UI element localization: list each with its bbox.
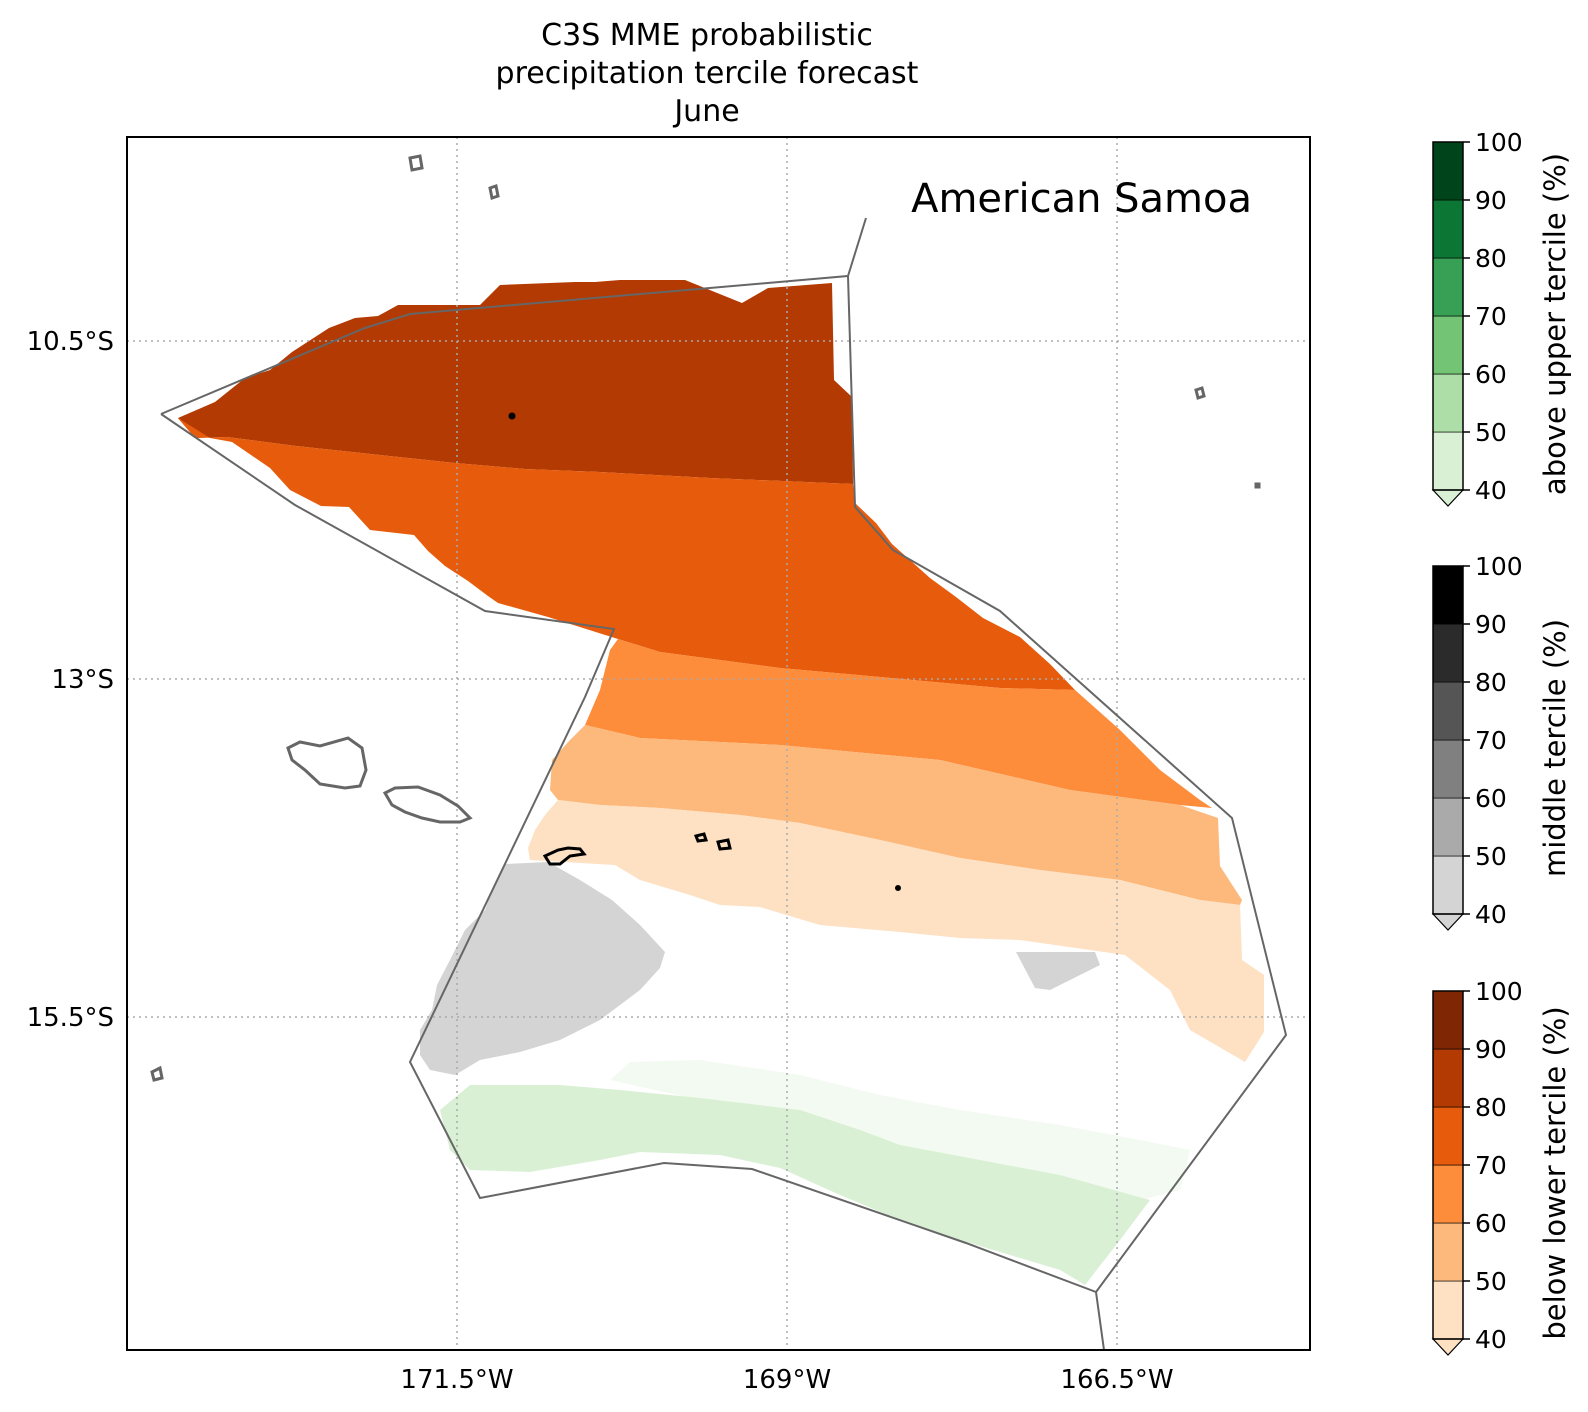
colorbar-tick-label: 100 xyxy=(1475,128,1523,157)
colorbar-extend-triangle xyxy=(1431,489,1465,507)
lat-tick-labels: 10.5°S 13°S 15.5°S xyxy=(27,327,114,1033)
colorbar-tick-label: 60 xyxy=(1475,1209,1507,1238)
island-swains xyxy=(508,412,516,420)
colorbar-segment xyxy=(1432,990,1464,1050)
colorbar-segment xyxy=(1432,797,1464,857)
lat-tick-label: 10.5°S xyxy=(27,327,114,357)
colorbar-segment xyxy=(1432,315,1464,375)
lat-tick-label: 15.5°S xyxy=(27,1003,114,1033)
title-line-1: C3S MME probabilistic xyxy=(541,18,873,53)
colorbar-label: middle tercile (%) xyxy=(1538,619,1572,877)
colorbar-tick-label: 40 xyxy=(1475,900,1507,929)
colorbar-tick-label: 70 xyxy=(1475,1151,1507,1180)
lon-tick-label: 169°W xyxy=(743,1365,831,1395)
colorbar-segment xyxy=(1432,565,1464,625)
forecast-field xyxy=(178,280,1264,1285)
colorbar-tick-label: 70 xyxy=(1475,302,1507,331)
colorbar-tick-label: 90 xyxy=(1475,186,1507,215)
lon-tick-labels: 171.5°W 169°W 166.5°W xyxy=(400,1365,1173,1395)
title-line-2: precipitation tercile forecast xyxy=(496,56,919,91)
colorbar-tick-label: 60 xyxy=(1475,360,1507,389)
colorbar-segment xyxy=(1432,431,1464,491)
colorbar-segment xyxy=(1432,623,1464,683)
island-rose xyxy=(895,885,901,891)
colorbar-tick-label: 90 xyxy=(1475,610,1507,639)
colorbar-tick-label: 50 xyxy=(1475,842,1507,871)
colorbar-tick-label: 50 xyxy=(1475,418,1507,447)
island-west-1 xyxy=(150,1065,164,1082)
island-ofu xyxy=(693,832,709,843)
lat-tick-label: 13°S xyxy=(51,665,114,695)
lon-tick-label: 171.5°W xyxy=(400,1365,513,1395)
colorbar-tick-label: 80 xyxy=(1475,244,1507,273)
colorbar-segment xyxy=(1432,739,1464,799)
map-panel: American Samoa 171.5°W 169°W 166.5°W 10.… xyxy=(27,136,1311,1395)
colorbar-tick-label: 70 xyxy=(1475,726,1507,755)
colorbar-segment xyxy=(1432,1164,1464,1224)
eez-boundary xyxy=(160,217,1288,1350)
island-tau xyxy=(716,838,732,851)
colorbar-segment xyxy=(1432,1048,1464,1108)
coastline-samoa xyxy=(150,154,1261,1082)
colorbar-tick-label: 80 xyxy=(1475,668,1507,697)
map-frame xyxy=(126,136,1311,1351)
colorbar: 40 50 60 70 80 90 100 middle tercile (%) xyxy=(1431,552,1572,931)
colorbar-segment xyxy=(1432,141,1464,201)
region-label: American Samoa xyxy=(911,176,1252,222)
colorbar-segment xyxy=(1432,1222,1464,1282)
island-savaii xyxy=(286,736,368,790)
colorbar-tick-label: 50 xyxy=(1475,1267,1507,1296)
below-40-50-region xyxy=(528,800,1264,1062)
colorbar-tick-label: 90 xyxy=(1475,1035,1507,1064)
colorbar-label: below lower tercile (%) xyxy=(1538,1006,1572,1339)
colorbar-segment xyxy=(1432,1280,1464,1340)
colorbar-extend-triangle xyxy=(1431,1338,1465,1356)
island-east-1 xyxy=(1194,386,1206,400)
colorbar-tick-label: 100 xyxy=(1475,552,1523,581)
colorbar-extend-triangle xyxy=(1431,913,1465,931)
colorbar-segment xyxy=(1432,855,1464,915)
island-north-2 xyxy=(488,184,500,200)
colorbar-tick-label: 60 xyxy=(1475,784,1507,813)
colorbar-segment xyxy=(1432,373,1464,433)
island-east-2 xyxy=(1254,482,1261,489)
lon-tick-label: 166.5°W xyxy=(1060,1365,1173,1395)
island-tutuila xyxy=(542,846,587,866)
title-line-3: June xyxy=(672,94,739,129)
below-80-90-region xyxy=(178,280,853,484)
colorbar-tick-label: 40 xyxy=(1475,1325,1507,1354)
island-north-1 xyxy=(408,154,424,172)
middle-40-50-region-east xyxy=(1016,952,1100,990)
colorbar-tick-label: 100 xyxy=(1475,977,1523,1006)
colorbar-segment xyxy=(1432,257,1464,317)
colorbar-segment xyxy=(1432,199,1464,259)
colorbar-tick-label: 40 xyxy=(1475,476,1507,505)
above-40-50-region-core xyxy=(440,1085,1150,1285)
colorbar-segment xyxy=(1432,1106,1464,1166)
colorbar-segment xyxy=(1432,681,1464,741)
colorbar: 40 50 60 70 80 90 100 below lower tercile (%) xyxy=(1431,977,1572,1356)
below-60-70-region xyxy=(585,639,1212,808)
below-50-60-region xyxy=(550,725,1242,905)
coastline-american-samoa xyxy=(508,412,901,891)
gridlines xyxy=(127,137,1310,1350)
below-70-80-region xyxy=(178,418,1075,690)
colorbar-label: above upper tercile (%) xyxy=(1538,153,1572,495)
colorbar: 40 50 60 70 80 90 100 above upper tercile (%) xyxy=(1431,128,1572,507)
island-upolu xyxy=(382,785,473,824)
colorbar-tick-label: 80 xyxy=(1475,1093,1507,1122)
